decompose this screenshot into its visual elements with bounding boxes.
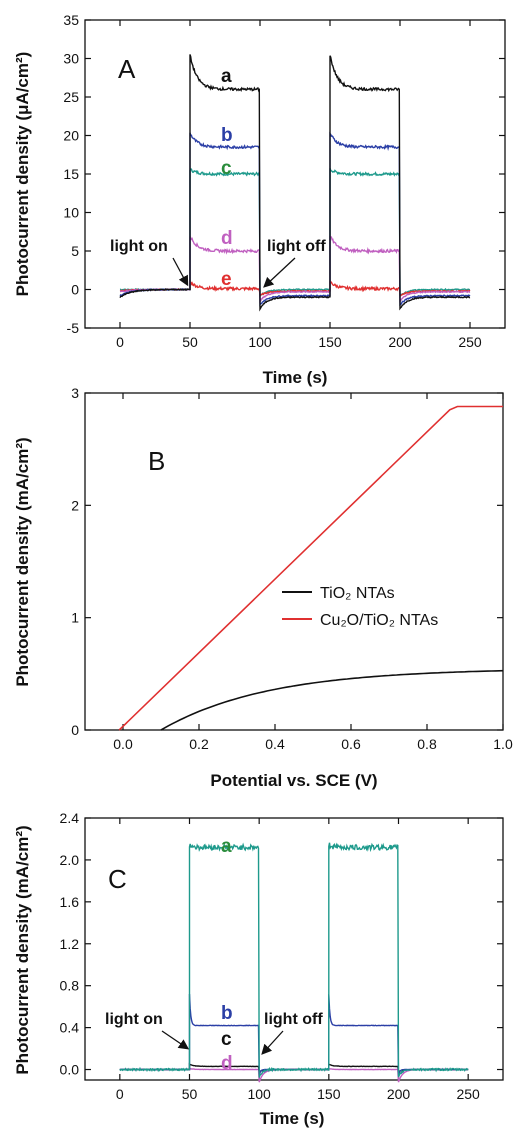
panel-a-series [119,54,471,312]
panel-b-y-label: Photocurrent density (mA/cm²) [13,437,32,686]
panel-c: C 0 50 100 150 200 250 0.00.40.81.21.62.02.4 … [13,810,504,1128]
c-y-tick-label: 0.4 [60,1020,80,1036]
panel-a-label-e: e [221,269,232,290]
b-x-tick-label: 0.0 [113,736,133,752]
b-y-tick-label: 3 [71,385,79,401]
a-x-tick-label: 50 [182,334,198,350]
panel-c-light-on-text: light on [105,1011,163,1028]
c-x-tick-label: 50 [182,1086,198,1102]
a-x-tick-label: 200 [388,334,412,350]
a-y-tick-label: 5 [71,243,79,259]
panel-c-frame [84,817,504,1081]
panel-a-label-d: d [221,228,233,249]
panel-b-y-ticks: 0 1 2 3 [71,385,503,738]
a-y-tick-label: 25 [63,89,79,105]
panel-b-legend: TiO₂ NTAs Cu₂O/TiO₂ NTAs [282,585,438,629]
c-y-tick-label: 1.2 [60,936,80,952]
b-y-tick-label: 2 [71,497,79,513]
c-y-tick-label: 0.0 [60,1062,80,1078]
panel-a-light-off-text: light off [267,238,326,255]
panel-a-light-on-arrow [172,257,189,287]
panel-b-series [118,405,504,731]
panel-a-label-b: b [221,125,233,146]
panel-a-label-c: c [221,158,232,179]
panel-a-x-label: Time (s) [263,368,328,387]
c-y-tick-label: 1.6 [60,894,80,910]
panel-c-light-off-text: light off [264,1011,323,1028]
panel-c-label-b: b [221,1003,233,1024]
a-y-tick-label: 0 [71,282,79,298]
panel-c-series [119,842,469,1083]
panel-b-x-label: Potential vs. SCE (V) [210,771,377,790]
a-y-tick-label: 30 [63,51,79,67]
b-x-tick-label: 0.4 [265,736,285,752]
panel-b-series-cu2o [118,405,503,731]
panel-c-series-a [119,842,469,1078]
panel-c-series-b [119,993,469,1076]
panel-b-x-ticks: 0.0 0.2 0.4 0.6 0.8 1.0 [113,393,513,752]
c-x-tick-label: 100 [247,1086,271,1102]
panel-a-light-off-arrow [263,257,296,288]
b-x-tick-label: 0.8 [417,736,437,752]
panel-a-series-b [119,131,471,307]
a-y-tick-label: -5 [67,320,80,336]
panel-a-frame [84,19,506,329]
panel-a-light-on-text: light on [110,238,168,255]
c-y-tick-label: 0.8 [60,978,80,994]
panel-c-label-c: c [221,1029,232,1050]
b-y-tick-label: 0 [71,722,79,738]
panel-c-y-label: Photocurrent density (mA/cm²) [13,825,32,1074]
a-y-tick-label: 15 [63,166,79,182]
a-x-tick-label: 100 [248,334,272,350]
b-x-tick-label: 0.2 [189,736,209,752]
panel-c-x-label: Time (s) [260,1109,325,1128]
legend-label-tio2: TiO₂ NTAs [320,585,395,602]
a-x-tick-label: 0 [116,334,124,350]
panel-a-y-ticks: -5 0 5 10 15 20 25 30 35 [63,12,505,336]
c-y-tick-label: 2.4 [60,810,80,826]
c-y-tick-label: 2.0 [60,852,80,868]
a-y-tick-label: 35 [63,12,79,28]
panel-a-y-label: Photocurrent density (μA/cm²) [13,52,32,297]
panel-b: B 0.0 0.2 0.4 0.6 0.8 1.0 0 1 2 3 Potential vs. … [13,385,513,790]
panel-b-letter: B [148,446,165,476]
a-x-tick-label: 150 [318,334,342,350]
c-x-tick-label: 150 [317,1086,341,1102]
b-x-tick-label: 0.6 [341,736,361,752]
panel-a-label-a: a [221,66,232,87]
panel-c-light-off-arrow [261,1030,284,1055]
panel-a-letter: A [118,54,136,84]
c-x-tick-label: 200 [387,1086,411,1102]
a-x-tick-label: 250 [458,334,482,350]
panel-c-x-ticks: 0 50 100 150 200 250 [116,818,480,1102]
panel-b-frame [84,392,504,731]
panel-c-letter: C [108,864,127,894]
a-y-tick-label: 10 [63,205,79,221]
c-x-tick-label: 250 [456,1086,480,1102]
panel-b-series-tio2 [160,669,504,731]
panel-a-series-c [119,168,471,299]
panel-a-x-ticks: 0 50 100 150 200 250 [116,20,482,350]
panel-c-light-on-arrow [161,1030,190,1050]
panel-c-label-a: a [221,836,232,857]
b-x-tick-label: 1.0 [493,736,513,752]
panel-a: A 0 50 100 150 200 250 -5 0 5 10 15 20 25 30 35 Time … [13,12,506,387]
legend-label-cu2o: Cu₂O/TiO₂ NTAs [320,612,438,629]
panel-c-label-d: d [221,1053,233,1074]
a-y-tick-label: 20 [63,128,79,144]
c-x-tick-label: 0 [116,1086,124,1102]
b-y-tick-label: 1 [71,610,79,626]
panel-a-series-a [119,54,471,312]
panel-c-y-ticks: 0.0 0.4 0.8 1.2 1.6 2.0 2.4 [60,810,503,1078]
